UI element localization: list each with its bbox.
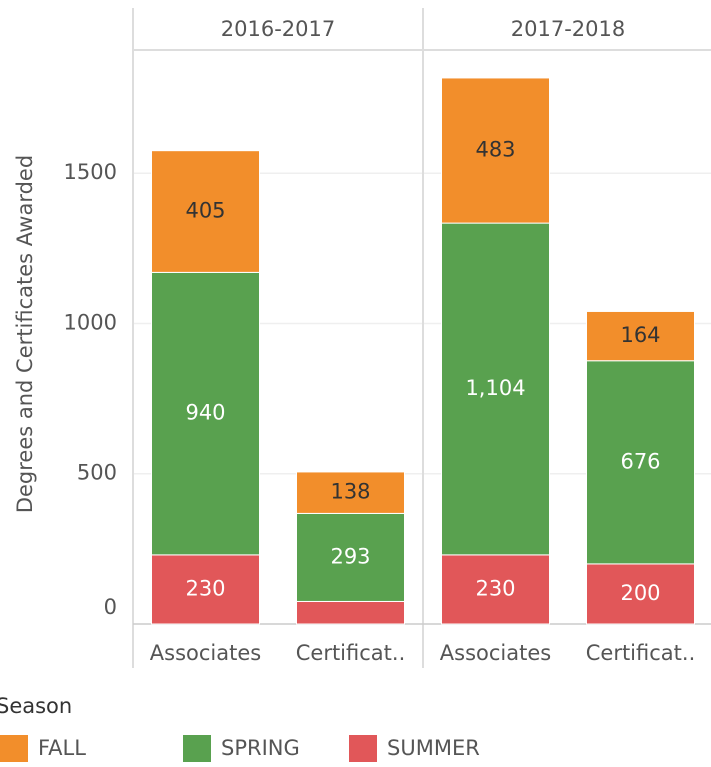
data-label: 164 bbox=[620, 323, 660, 347]
x-tick-label: Certificat.. bbox=[296, 641, 406, 665]
y-tick-label: 1000 bbox=[64, 310, 117, 334]
bar-segment bbox=[441, 222, 550, 556]
y-axis-title: Degrees and Certificates Awarded bbox=[13, 155, 37, 513]
bar-segment bbox=[296, 600, 405, 625]
data-label: 483 bbox=[475, 138, 515, 162]
legend-label: SPRING bbox=[221, 736, 300, 760]
bar-segment bbox=[296, 471, 405, 514]
x-tick-label: Associates bbox=[440, 641, 551, 665]
legend-swatch bbox=[0, 735, 28, 762]
legend-title: Season bbox=[0, 694, 72, 718]
panel-title: 2017-2018 bbox=[511, 17, 625, 41]
data-label: 138 bbox=[330, 480, 370, 504]
y-tick-label: 1500 bbox=[64, 160, 117, 184]
bar-segment bbox=[151, 554, 260, 625]
data-label: 293 bbox=[330, 544, 370, 568]
bar-segment bbox=[441, 77, 550, 224]
bar-segment bbox=[586, 310, 695, 362]
y-tick-label: 0 bbox=[104, 595, 117, 619]
legend-swatch bbox=[349, 735, 377, 762]
data-label: 200 bbox=[620, 581, 660, 605]
legend-label: SUMMER bbox=[387, 736, 480, 760]
x-tick-label: Certificat.. bbox=[586, 641, 696, 665]
y-tick-label: 500 bbox=[77, 461, 117, 485]
bar-segment bbox=[296, 512, 405, 602]
bar-segment bbox=[151, 150, 260, 273]
data-label: 676 bbox=[620, 449, 660, 473]
data-label: 1,104 bbox=[465, 376, 525, 400]
data-label: 230 bbox=[475, 576, 515, 600]
data-label: 940 bbox=[185, 401, 225, 425]
legend-swatch bbox=[183, 735, 211, 762]
panel-title: 2016-2017 bbox=[221, 17, 335, 41]
legend-label: FALL bbox=[38, 736, 86, 760]
bar-segment bbox=[586, 360, 695, 565]
bar-segment bbox=[441, 554, 550, 625]
data-label: 405 bbox=[185, 199, 225, 223]
data-label: 230 bbox=[185, 576, 225, 600]
bar-segment bbox=[151, 271, 260, 556]
x-tick-label: Associates bbox=[150, 641, 261, 665]
bar-segment bbox=[586, 563, 695, 625]
